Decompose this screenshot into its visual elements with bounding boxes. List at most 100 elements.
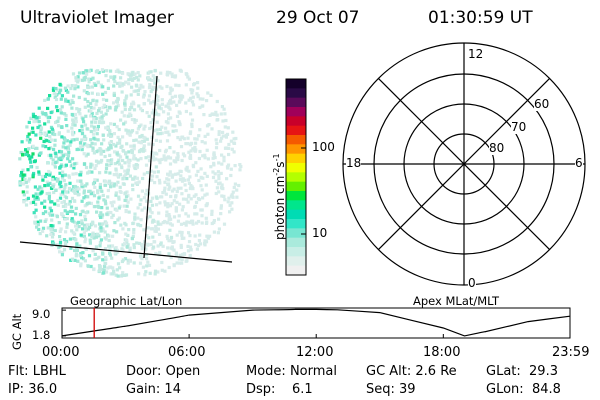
uv-pixel bbox=[154, 195, 158, 199]
uv-pixel bbox=[180, 257, 184, 262]
uv-pixel bbox=[59, 111, 63, 115]
uv-pixel bbox=[27, 154, 31, 158]
uv-pixel bbox=[54, 154, 58, 158]
uv-pixel bbox=[41, 229, 45, 233]
uv-pixel bbox=[73, 123, 77, 127]
uv-pixel bbox=[65, 239, 69, 244]
uv-pixel bbox=[70, 106, 74, 110]
uv-pixel bbox=[61, 170, 65, 174]
uv-pixel bbox=[86, 152, 90, 156]
uv-pixel bbox=[210, 112, 214, 116]
uv-pixel bbox=[81, 117, 85, 121]
uv-pixel bbox=[145, 216, 149, 220]
uv-pixel bbox=[108, 251, 112, 255]
uv-pixel bbox=[147, 142, 151, 146]
uv-pixel bbox=[196, 86, 200, 90]
uv-pixel bbox=[21, 173, 25, 177]
uv-pixel bbox=[63, 241, 68, 245]
uv-pixel bbox=[126, 168, 130, 172]
uv-pixel bbox=[132, 118, 136, 122]
colorbar-segment bbox=[286, 135, 306, 145]
uv-pixel bbox=[209, 93, 213, 97]
uv-pixel bbox=[83, 71, 87, 75]
uv-pixel bbox=[84, 194, 88, 199]
uv-pixel bbox=[55, 215, 59, 219]
colorbar-title-exp1: -2 bbox=[272, 167, 281, 176]
uv-pixel bbox=[113, 247, 117, 251]
uv-pixel bbox=[144, 247, 148, 251]
uv-pixel bbox=[101, 222, 105, 226]
uv-pixel bbox=[211, 175, 216, 180]
uv-pixel bbox=[91, 249, 95, 253]
uv-pixel bbox=[43, 132, 47, 137]
uv-pixel bbox=[60, 156, 64, 160]
uv-pixel bbox=[134, 83, 138, 87]
uv-pixel bbox=[132, 138, 136, 143]
uv-pixel bbox=[95, 132, 99, 136]
uv-pixel bbox=[136, 181, 140, 185]
uv-pixel bbox=[71, 114, 75, 118]
uv-pixel bbox=[188, 153, 193, 158]
uv-pixel bbox=[181, 252, 185, 257]
uv-pixel bbox=[153, 69, 157, 73]
uv-pixel bbox=[79, 173, 83, 177]
uv-pixel bbox=[45, 192, 49, 196]
uv-pixel bbox=[146, 76, 150, 80]
uv-pixel bbox=[153, 81, 157, 85]
uv-pixel bbox=[86, 85, 90, 90]
uv-pixel bbox=[82, 76, 86, 80]
uv-pixel bbox=[64, 163, 68, 168]
uv-pixel bbox=[114, 246, 118, 250]
uv-pixel bbox=[115, 248, 120, 252]
uv-pixel bbox=[144, 192, 148, 196]
uv-pixel bbox=[96, 124, 100, 129]
uv-pixel bbox=[48, 181, 52, 185]
uv-pixel bbox=[87, 170, 91, 174]
uv-pixel bbox=[139, 123, 143, 127]
uv-pixel bbox=[190, 141, 194, 145]
uv-pixel bbox=[125, 131, 130, 135]
uv-pixel bbox=[143, 239, 147, 244]
uv-pixel bbox=[92, 180, 97, 185]
uv-pixel bbox=[189, 96, 193, 100]
uv-pixel bbox=[27, 120, 31, 124]
uv-pixel bbox=[98, 182, 102, 187]
uv-pixel bbox=[163, 150, 168, 154]
uv-pixel bbox=[210, 112, 214, 116]
uv-pixel bbox=[49, 154, 53, 158]
uv-pixel bbox=[80, 138, 84, 142]
uv-pixel bbox=[95, 257, 99, 261]
uv-pixel bbox=[20, 140, 24, 144]
uv-pixel bbox=[60, 125, 64, 129]
uv-pixel bbox=[97, 109, 101, 113]
uv-pixel bbox=[202, 113, 206, 117]
uv-pixel bbox=[86, 227, 90, 231]
uv-pixel bbox=[150, 151, 154, 155]
uv-pixel bbox=[140, 243, 144, 247]
uv-pixel bbox=[178, 121, 182, 125]
uv-pixel bbox=[37, 115, 41, 119]
uv-pixel bbox=[138, 86, 142, 91]
uv-pixel bbox=[193, 137, 197, 141]
uv-pixel bbox=[70, 98, 74, 103]
uv-pixel bbox=[83, 123, 88, 127]
uv-pixel bbox=[165, 214, 169, 218]
uv-pixel bbox=[193, 149, 197, 153]
uv-pixel bbox=[169, 101, 173, 105]
uv-pixel bbox=[153, 68, 157, 73]
uv-pixel bbox=[121, 82, 125, 86]
uv-pixel bbox=[45, 180, 49, 184]
uv-pixel bbox=[71, 133, 75, 137]
uv-pixel bbox=[103, 220, 107, 224]
uv-pixel bbox=[99, 83, 103, 87]
colorbar-segment bbox=[286, 144, 306, 155]
uv-pixel bbox=[33, 115, 37, 119]
uv-pixel bbox=[142, 102, 146, 106]
uv-pixel bbox=[136, 194, 141, 198]
uv-pixel bbox=[94, 159, 99, 163]
footer-mode-label: Mode: bbox=[246, 364, 286, 379]
uv-pixel bbox=[138, 140, 142, 144]
uv-pixel bbox=[51, 177, 55, 182]
uv-pixel bbox=[146, 192, 151, 196]
uv-pixel bbox=[59, 184, 63, 188]
